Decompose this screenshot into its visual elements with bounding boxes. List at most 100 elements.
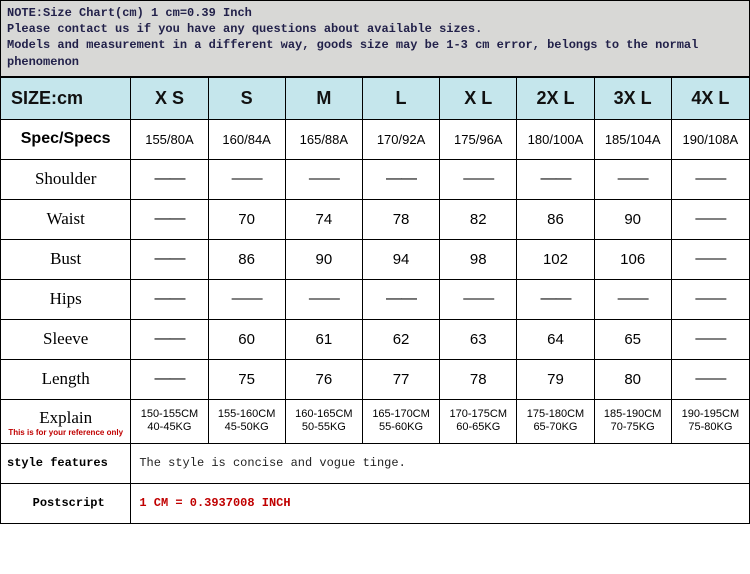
cell: 90 [594, 199, 671, 239]
cell: —— [285, 279, 362, 319]
cell: 175-180CM65-70KG [517, 399, 594, 443]
cell: 190-195CM75-80KG [671, 399, 749, 443]
header-col: S [208, 77, 285, 119]
header-col: X L [440, 77, 517, 119]
explain-h: 155-160CM [218, 408, 275, 420]
cell: —— [131, 279, 208, 319]
explain-row: Explain This is for your reference only … [1, 399, 750, 443]
cell: 170-175CM60-65KG [440, 399, 517, 443]
style-label: style features [1, 443, 131, 483]
cell: —— [671, 239, 749, 279]
cell: 74 [285, 199, 362, 239]
cell: —— [671, 319, 749, 359]
cell: 86 [208, 239, 285, 279]
cell: 77 [362, 359, 439, 399]
header-col: L [362, 77, 439, 119]
explain-w: 55-60KG [379, 421, 423, 433]
shoulder-row: Shoulder —— —— —— —— —— —— —— —— [1, 159, 750, 199]
explain-w: 65-70KG [533, 421, 577, 433]
waist-row: Waist —— 70 74 78 82 86 90 —— [1, 199, 750, 239]
explain-w: 70-75KG [611, 421, 655, 433]
cell: 106 [594, 239, 671, 279]
spec-row: Spec/Specs 155/80A 160/84A 165/88A 170/9… [1, 119, 750, 159]
row-label-spec: Spec/Specs [1, 119, 131, 159]
postscript-row: Postscript 1 CM = 0.3937008 INCH [1, 483, 750, 523]
cell: 155/80A [131, 119, 208, 159]
row-label: Hips [1, 279, 131, 319]
cell: 70 [208, 199, 285, 239]
cell: 165/88A [285, 119, 362, 159]
cell: 76 [285, 359, 362, 399]
cell: 75 [208, 359, 285, 399]
note-line-1: NOTE:Size Chart(cm) 1 cm=0.39 Inch [7, 5, 743, 21]
row-label: Sleeve [1, 319, 131, 359]
header-size-label: SIZE:cm [1, 77, 131, 119]
explain-sub-label: This is for your reference only [1, 428, 130, 439]
header-row: SIZE:cm X S S M L X L 2X L 3X L 4X L [1, 77, 750, 119]
cell: 86 [517, 199, 594, 239]
cell: —— [671, 359, 749, 399]
postscript-value: 1 CM = 0.3937008 INCH [131, 483, 750, 523]
row-label: Length [1, 359, 131, 399]
cell: —— [440, 279, 517, 319]
cell: 150-155CM40-45KG [131, 399, 208, 443]
header-col: 4X L [671, 77, 749, 119]
explain-w: 40-45KG [147, 421, 191, 433]
cell: —— [440, 159, 517, 199]
explain-h: 175-180CM [527, 408, 584, 420]
cell: —— [208, 159, 285, 199]
cell: —— [208, 279, 285, 319]
cell: —— [131, 359, 208, 399]
cell: 160/84A [208, 119, 285, 159]
cell: 165-170CM55-60KG [362, 399, 439, 443]
size-table: SIZE:cm X S S M L X L 2X L 3X L 4X L Spe… [0, 77, 750, 524]
cell: —— [671, 159, 749, 199]
postscript-label: Postscript [1, 483, 131, 523]
cell: 80 [594, 359, 671, 399]
cell: —— [285, 159, 362, 199]
cell: 185-190CM70-75KG [594, 399, 671, 443]
row-label: Shoulder [1, 159, 131, 199]
bust-row: Bust —— 86 90 94 98 102 106 —— [1, 239, 750, 279]
cell: —— [594, 159, 671, 199]
cell: 180/100A [517, 119, 594, 159]
cell: —— [131, 239, 208, 279]
cell: 79 [517, 359, 594, 399]
cell: —— [671, 279, 749, 319]
cell: —— [362, 279, 439, 319]
explain-w: 60-65KG [456, 421, 500, 433]
cell: 190/108A [671, 119, 749, 159]
cell: 78 [440, 359, 517, 399]
header-col: 3X L [594, 77, 671, 119]
note-block: NOTE:Size Chart(cm) 1 cm=0.39 Inch Pleas… [0, 0, 750, 77]
cell: —— [594, 279, 671, 319]
explain-main-label: Explain [1, 404, 130, 428]
cell: 61 [285, 319, 362, 359]
explain-h: 170-175CM [450, 408, 507, 420]
header-col: M [285, 77, 362, 119]
cell: —— [671, 199, 749, 239]
cell: —— [517, 159, 594, 199]
row-label: Waist [1, 199, 131, 239]
explain-h: 185-190CM [604, 408, 661, 420]
cell: 65 [594, 319, 671, 359]
style-value: The style is concise and vogue tinge. [131, 443, 750, 483]
header-col: X S [131, 77, 208, 119]
explain-w: 75-80KG [688, 421, 732, 433]
explain-w: 50-55KG [302, 421, 346, 433]
cell: 64 [517, 319, 594, 359]
cell: —— [131, 319, 208, 359]
row-label: Bust [1, 239, 131, 279]
cell: 90 [285, 239, 362, 279]
cell: 63 [440, 319, 517, 359]
explain-h: 190-195CM [682, 408, 739, 420]
cell: 170/92A [362, 119, 439, 159]
note-line-2: Please contact us if you have any questi… [7, 21, 743, 37]
cell: —— [131, 199, 208, 239]
cell: 82 [440, 199, 517, 239]
cell: 155-160CM45-50KG [208, 399, 285, 443]
explain-h: 165-170CM [372, 408, 429, 420]
cell: —— [362, 159, 439, 199]
cell: 94 [362, 239, 439, 279]
explain-h: 160-165CM [295, 408, 352, 420]
